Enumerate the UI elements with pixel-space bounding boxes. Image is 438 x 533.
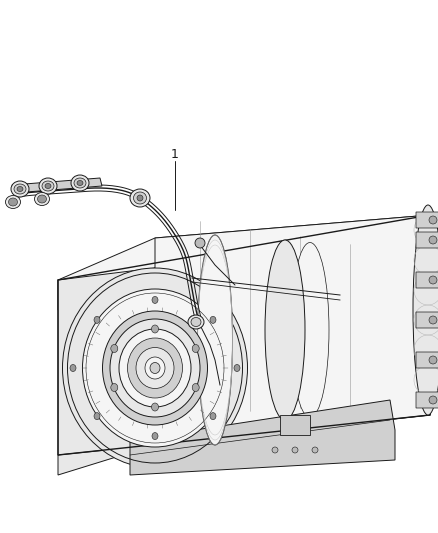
Ellipse shape [234, 365, 240, 372]
Ellipse shape [134, 192, 146, 204]
Ellipse shape [110, 319, 200, 417]
Ellipse shape [198, 235, 233, 445]
Ellipse shape [35, 192, 49, 206]
Ellipse shape [11, 181, 29, 197]
Ellipse shape [14, 184, 26, 194]
Ellipse shape [42, 181, 54, 191]
Ellipse shape [137, 195, 143, 201]
Ellipse shape [102, 311, 208, 425]
Polygon shape [58, 215, 430, 310]
Ellipse shape [38, 195, 46, 203]
Ellipse shape [94, 317, 100, 324]
Polygon shape [416, 232, 438, 248]
Ellipse shape [82, 289, 227, 447]
Ellipse shape [429, 276, 437, 284]
Ellipse shape [77, 181, 83, 185]
Polygon shape [12, 178, 102, 193]
Ellipse shape [136, 348, 174, 389]
Ellipse shape [429, 396, 437, 404]
Ellipse shape [74, 178, 86, 188]
Ellipse shape [265, 240, 305, 420]
Polygon shape [58, 268, 155, 455]
Ellipse shape [39, 178, 57, 194]
Ellipse shape [188, 315, 204, 329]
Ellipse shape [145, 357, 165, 379]
Ellipse shape [111, 344, 118, 352]
Ellipse shape [152, 403, 159, 411]
Polygon shape [416, 272, 438, 288]
Ellipse shape [291, 243, 329, 417]
Ellipse shape [94, 413, 100, 419]
Ellipse shape [45, 183, 51, 189]
Ellipse shape [210, 317, 216, 324]
Ellipse shape [6, 196, 21, 208]
Polygon shape [416, 352, 438, 368]
Ellipse shape [429, 356, 437, 364]
Ellipse shape [8, 198, 18, 206]
Ellipse shape [71, 175, 89, 191]
Ellipse shape [191, 318, 201, 327]
Ellipse shape [130, 189, 150, 207]
Ellipse shape [272, 447, 278, 453]
Ellipse shape [150, 362, 160, 374]
Polygon shape [416, 392, 438, 408]
Text: 1: 1 [171, 149, 179, 161]
Polygon shape [58, 395, 430, 475]
Ellipse shape [195, 238, 205, 248]
Polygon shape [416, 212, 438, 228]
Polygon shape [130, 400, 395, 475]
Ellipse shape [429, 216, 437, 224]
Ellipse shape [312, 447, 318, 453]
Polygon shape [155, 215, 430, 445]
Ellipse shape [192, 384, 199, 392]
Ellipse shape [152, 325, 159, 333]
Polygon shape [280, 415, 310, 435]
Ellipse shape [192, 344, 199, 352]
Ellipse shape [210, 413, 216, 419]
Ellipse shape [63, 268, 247, 468]
Ellipse shape [119, 329, 191, 407]
Ellipse shape [429, 316, 437, 324]
Ellipse shape [413, 205, 438, 415]
Polygon shape [416, 312, 438, 328]
Ellipse shape [17, 187, 23, 191]
Ellipse shape [429, 236, 437, 244]
Ellipse shape [152, 296, 158, 303]
Ellipse shape [127, 338, 183, 398]
Ellipse shape [70, 365, 76, 372]
Ellipse shape [152, 433, 158, 440]
Ellipse shape [292, 447, 298, 453]
Ellipse shape [111, 384, 118, 392]
